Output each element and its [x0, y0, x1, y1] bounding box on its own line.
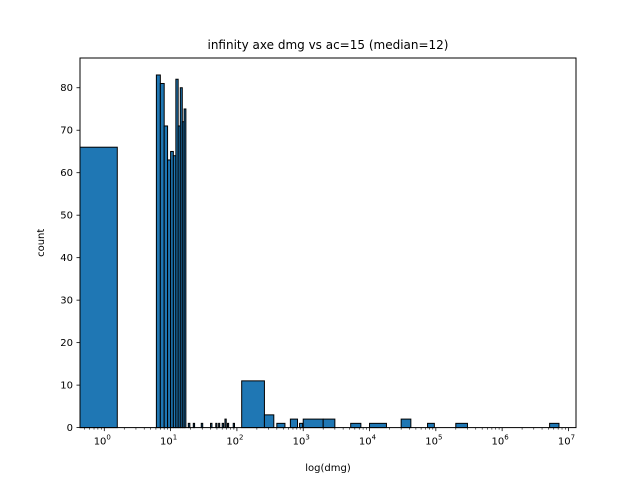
x-axis-label: log(dmg) — [305, 463, 351, 474]
histogram-bar — [302, 418, 324, 429]
histogram-bar — [224, 418, 227, 429]
histogram-bar — [159, 82, 165, 429]
y-axis-label: count — [36, 229, 47, 257]
y-tick-label: 70 — [60, 126, 73, 137]
histogram-bar — [299, 422, 304, 429]
histogram-bar — [79, 146, 118, 429]
y-axis: 0 10 20 30 40 50 60 70 80 — [60, 83, 80, 434]
histogram-bar — [241, 380, 265, 429]
x-tick-label: 103 — [293, 434, 310, 448]
y-tick-label: 40 — [60, 253, 73, 264]
histogram-bar — [221, 422, 225, 429]
y-tick-label: 20 — [60, 338, 73, 349]
plot-frame — [79, 57, 577, 429]
x-tick-label: 101 — [160, 434, 177, 448]
histogram-bar — [215, 422, 218, 429]
x-tick-label: 104 — [359, 434, 377, 448]
histogram-bar — [226, 422, 230, 429]
histogram-bar — [155, 74, 161, 429]
y-tick-label: 60 — [60, 168, 73, 179]
y-tick-label: 80 — [60, 83, 73, 94]
x-tick-label: 107 — [558, 434, 575, 448]
histogram-bar — [427, 422, 435, 429]
histogram-bar — [276, 422, 286, 429]
histogram-bar — [289, 418, 299, 429]
chart-title: infinity axe dmg vs ac=15 (median=12) — [207, 38, 448, 52]
x-axis: 100 101 102 103 104 105 106 107 — [84, 427, 575, 448]
x-tick-label: 105 — [425, 434, 442, 448]
histogram-bar — [210, 422, 213, 429]
histogram-bar — [369, 422, 387, 429]
x-tick-label: 102 — [226, 434, 243, 448]
histogram-bar — [187, 422, 191, 429]
histogram-bar — [549, 422, 560, 429]
histogram-bar — [263, 414, 275, 429]
histogram-bar — [350, 422, 362, 429]
histogram-bar — [455, 422, 468, 429]
histogram-bar — [218, 422, 221, 429]
histogram-bar — [163, 125, 169, 429]
histogram-bar — [200, 422, 204, 429]
histogram-bar — [192, 422, 196, 429]
histogram-bar — [400, 418, 412, 429]
x-tick-label: 100 — [94, 434, 111, 448]
y-tick-label: 10 — [60, 381, 73, 392]
x-tick-label: 106 — [492, 434, 510, 448]
histogram-bar — [183, 108, 187, 429]
y-tick-label: 30 — [60, 296, 73, 307]
y-tick-label: 50 — [60, 211, 73, 222]
histogram-bar — [322, 418, 336, 429]
histogram-bar — [232, 422, 236, 429]
y-tick-label: 0 — [67, 423, 73, 434]
